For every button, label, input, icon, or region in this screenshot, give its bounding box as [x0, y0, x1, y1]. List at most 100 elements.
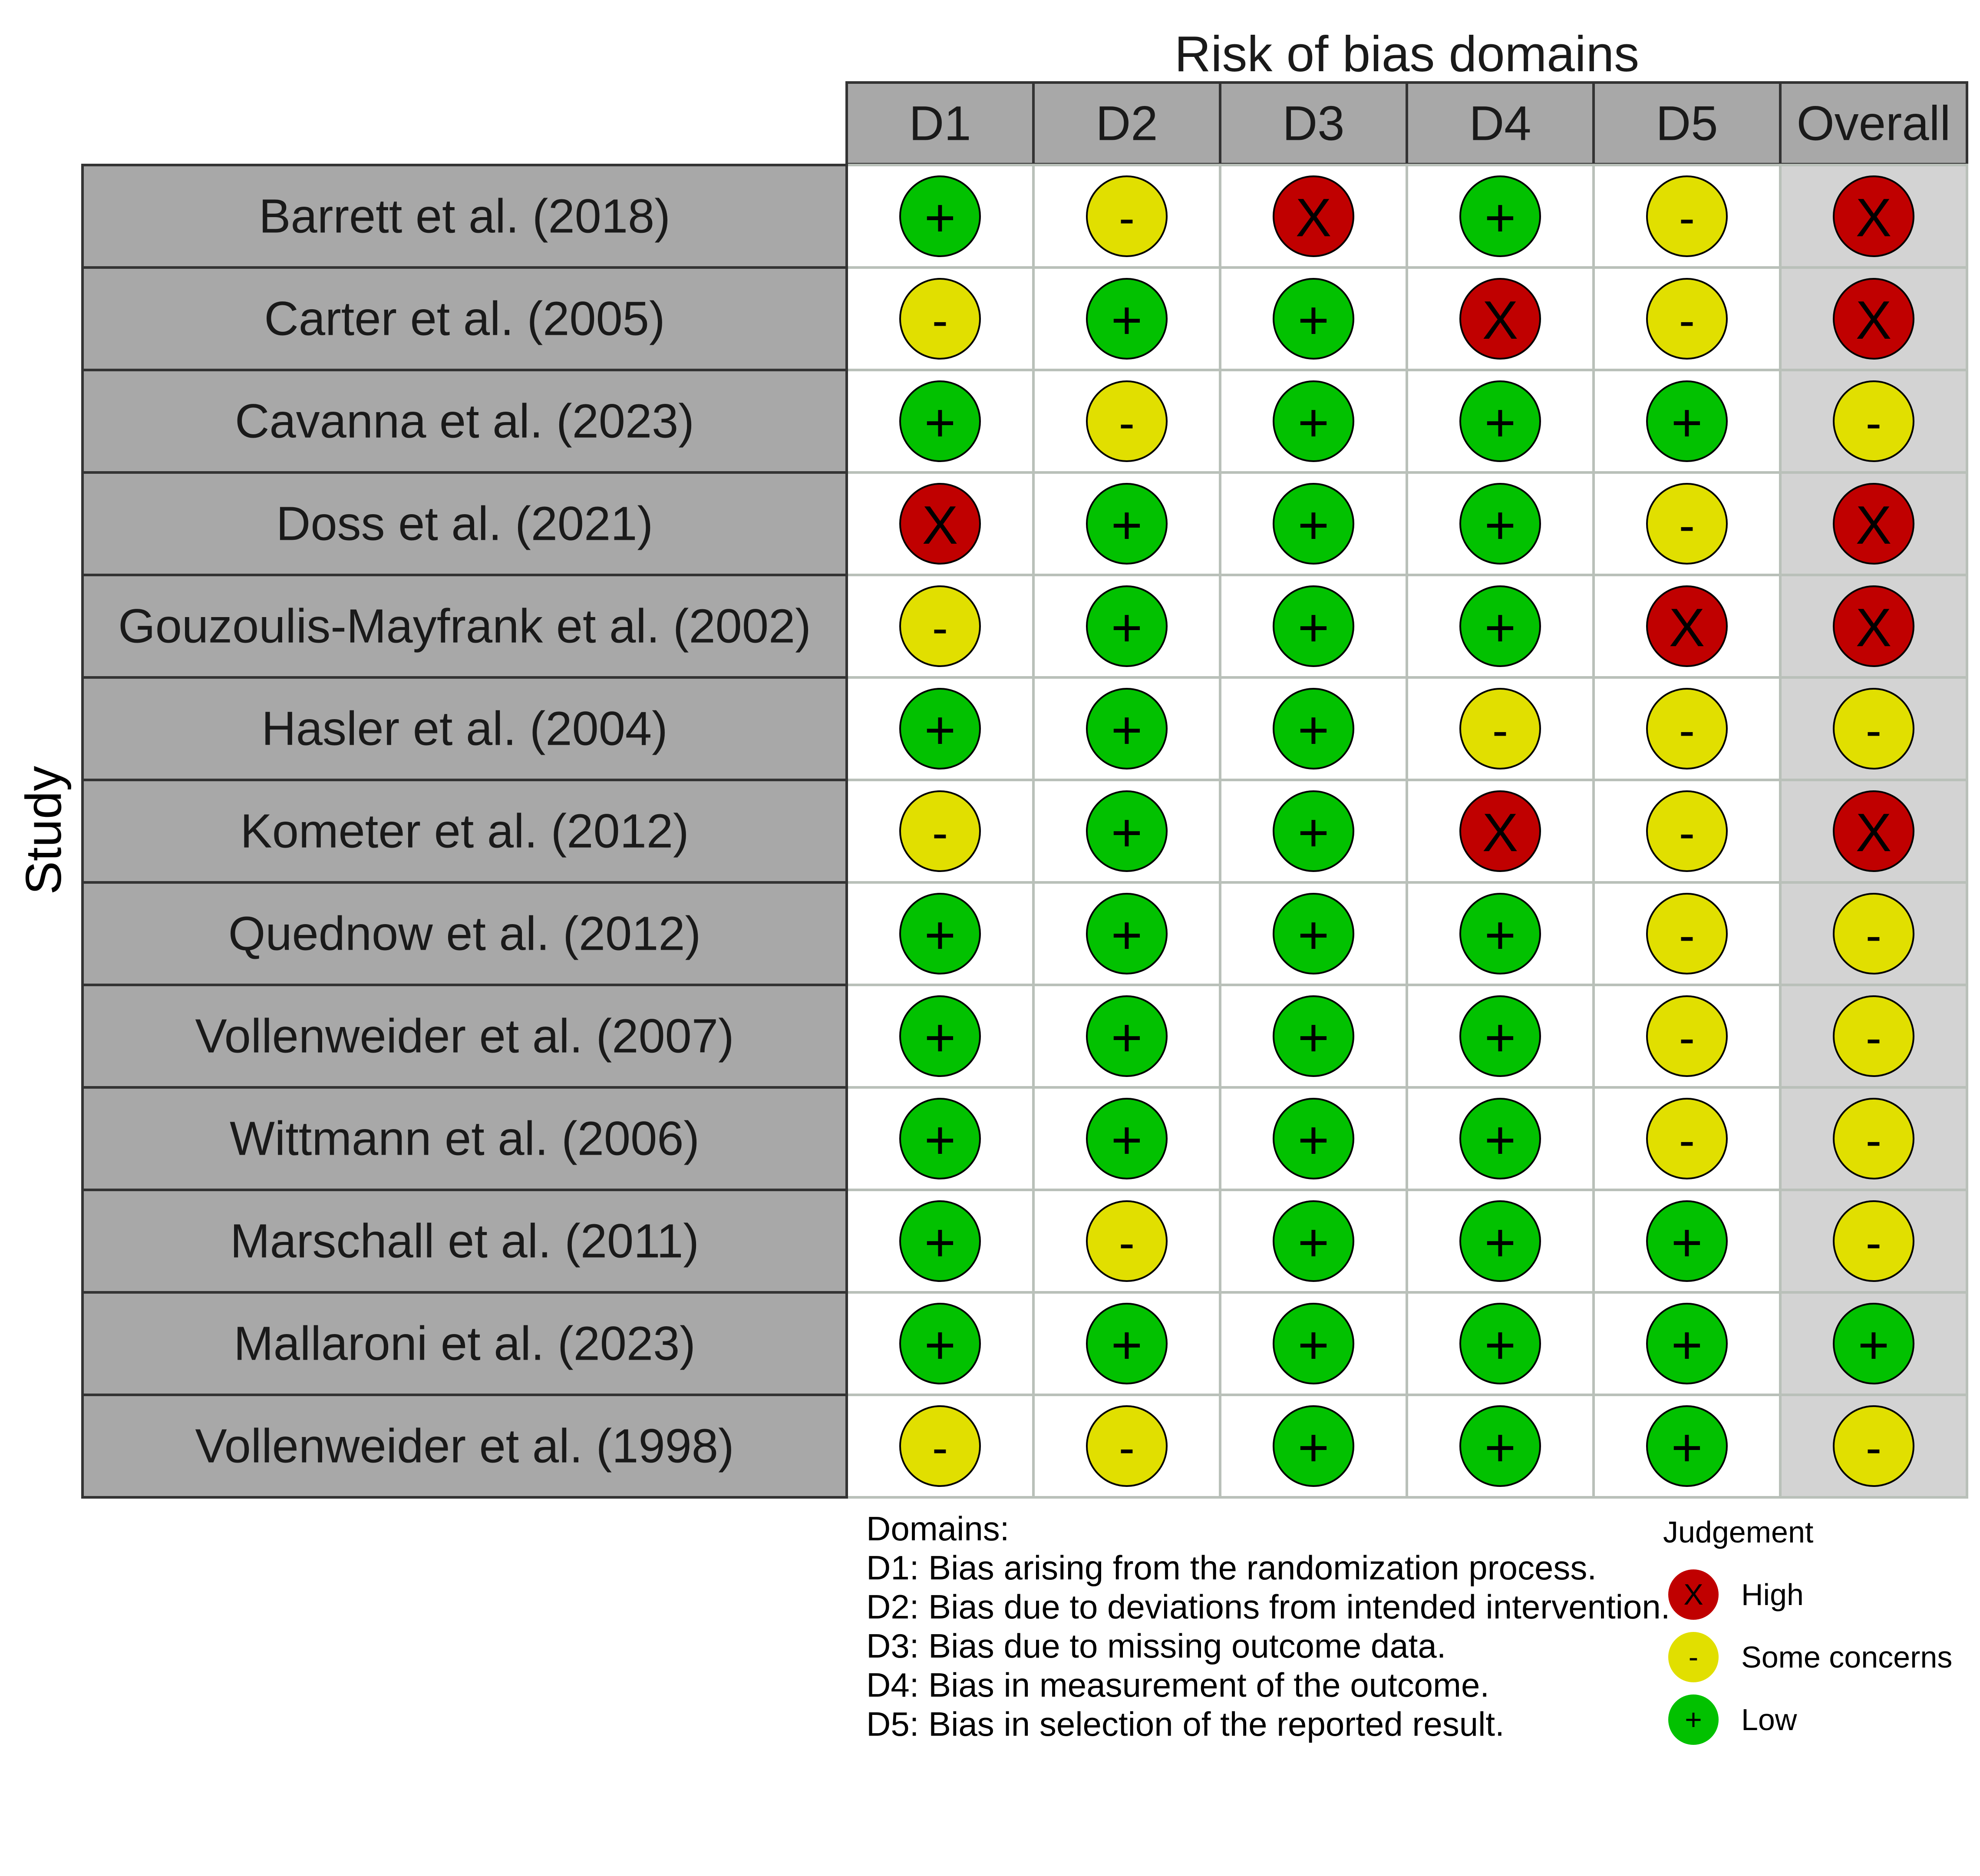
judgement-point — [1833, 1098, 1914, 1179]
judgement-point — [1459, 175, 1541, 257]
judgement-point — [1646, 1405, 1728, 1487]
judgement-symbol: - — [1679, 294, 1695, 347]
domain-description: D3: Bias due to missing outcome data. — [866, 1627, 1446, 1665]
column-header-label: D1 — [909, 96, 971, 151]
judgement-symbol: - — [1119, 396, 1135, 450]
study-row: Barrett et al. (2018) + - X + - X — [81, 164, 1968, 269]
study-label: Wittmann et al. (2006) — [230, 1112, 700, 1166]
judgement-symbol: + — [1298, 700, 1329, 760]
judgement-point — [899, 380, 981, 462]
judgement-point — [1273, 1303, 1354, 1384]
judgement-point — [1273, 585, 1354, 667]
judgement-point — [1086, 1200, 1168, 1282]
judgement-symbol: + — [1485, 1418, 1516, 1478]
judgement-point — [1646, 1200, 1728, 1282]
column-headers: D1 D2 D3 D4 D5 Overall — [845, 81, 1968, 165]
study-label: Doss et al. (2021) — [276, 497, 653, 551]
judgement-symbol: + — [1111, 495, 1142, 555]
legend: Judgement X High - Some concerns + Low — [1663, 1515, 1952, 1745]
study-label: Barrett et al. (2018) — [259, 190, 670, 243]
study-block-border — [81, 164, 848, 1499]
judgement-point — [1086, 175, 1168, 257]
study-label: Carter et al. (2005) — [264, 292, 665, 346]
column-header-cell — [845, 81, 1035, 165]
study-label: Kometer et al. (2012) — [240, 805, 689, 858]
judgement-symbol: + — [1111, 1008, 1142, 1068]
judgement-symbol: + — [924, 905, 956, 965]
judgement-symbol: X — [1482, 291, 1518, 350]
judgement-symbol: + — [924, 393, 956, 453]
judgement-symbol: + — [924, 188, 956, 248]
judgement-symbol: - — [1679, 1114, 1695, 1167]
judgement-point — [1646, 688, 1728, 770]
judgement-point — [1646, 380, 1728, 462]
study-label-cell — [81, 676, 848, 781]
study-label-cell — [81, 881, 848, 986]
judgement-point — [1459, 380, 1541, 462]
judgement-point — [1273, 688, 1354, 770]
judgement-symbol: - — [1679, 499, 1695, 552]
judgement-symbol: + — [1298, 1008, 1329, 1068]
judgement-point — [899, 893, 981, 974]
judgement-point — [1833, 995, 1914, 1077]
judgement-point — [1833, 1405, 1914, 1487]
domain-description: D5: Bias in selection of the reported re… — [866, 1705, 1505, 1743]
judgement-point — [1086, 1405, 1168, 1487]
judgement-symbol: - — [1119, 192, 1135, 245]
judgement-point — [1086, 483, 1168, 565]
study-row: Wittmann et al. (2006) + + + + - - — [81, 1086, 1968, 1191]
legend-label: Some concerns — [1741, 1640, 1952, 1674]
judgement-symbol: + — [1485, 393, 1516, 453]
study-row: Mallaroni et al. (2023) + + + + + + — [81, 1291, 1968, 1396]
judgement-point — [1646, 1303, 1728, 1384]
judgement-symbol: + — [1485, 1213, 1516, 1273]
judgement-point — [899, 1200, 981, 1282]
judgement-point — [1459, 893, 1541, 974]
column-header-cell — [1032, 81, 1221, 165]
study-label-cell — [81, 266, 848, 371]
judgement-point — [1833, 175, 1914, 257]
judgement-point — [1086, 380, 1168, 462]
study-label: Mallaroni et al. (2023) — [234, 1317, 696, 1371]
judgement-symbol: - — [932, 1421, 948, 1475]
judgement-symbol: + — [1111, 700, 1142, 760]
judgement-point — [1086, 688, 1168, 770]
study-label-cell — [81, 779, 848, 884]
judgement-symbol: - — [1119, 1421, 1135, 1475]
judgement-point — [1833, 893, 1914, 974]
judgement-point — [1833, 688, 1914, 770]
judgement-symbol: X — [1856, 803, 1892, 863]
judgement-symbol: + — [1671, 1213, 1703, 1273]
judgement-symbol: + — [1298, 905, 1329, 965]
judgement-point — [1646, 278, 1728, 360]
judgement-symbol: X — [1296, 188, 1332, 248]
judgement-symbol: - — [1679, 704, 1695, 757]
judgement-point — [1833, 483, 1914, 565]
judgement-symbol: - — [1679, 1011, 1695, 1065]
judgement-point — [1086, 278, 1168, 360]
study-row: Cavanna et al. (2023) + - + + + - — [81, 369, 1968, 474]
judgement-symbol: + — [1111, 1315, 1142, 1375]
judgement-point — [1833, 790, 1914, 872]
column-header-label: D2 — [1096, 96, 1158, 151]
judgement-point — [1646, 790, 1728, 872]
judgement-point — [899, 790, 981, 872]
judgement-point — [1833, 278, 1914, 360]
judgement-symbol: - — [932, 294, 948, 347]
judgement-symbol: + — [1485, 1315, 1516, 1375]
legend-title: Judgement — [1663, 1515, 1813, 1549]
judgement-point — [1086, 893, 1168, 974]
judgement-point — [1273, 483, 1354, 565]
judgement-point — [1646, 483, 1728, 565]
judgement-symbol: - — [1679, 909, 1695, 962]
study-row: Vollenweider et al. (1998) - - + + + - — [81, 1394, 1968, 1499]
legend-symbol: - — [1689, 1641, 1699, 1674]
study-row: Gouzoulis-Mayfrank et al. (2002) - + + + X X — [81, 574, 1968, 679]
study-row: Quednow et al. (2012) + + + + - - — [81, 881, 1968, 986]
judgement-point — [1273, 1405, 1354, 1487]
judgement-point — [1086, 585, 1168, 667]
judgement-point — [1273, 995, 1354, 1077]
judgement-symbol: + — [1298, 803, 1329, 863]
judgement-point — [1086, 1303, 1168, 1384]
